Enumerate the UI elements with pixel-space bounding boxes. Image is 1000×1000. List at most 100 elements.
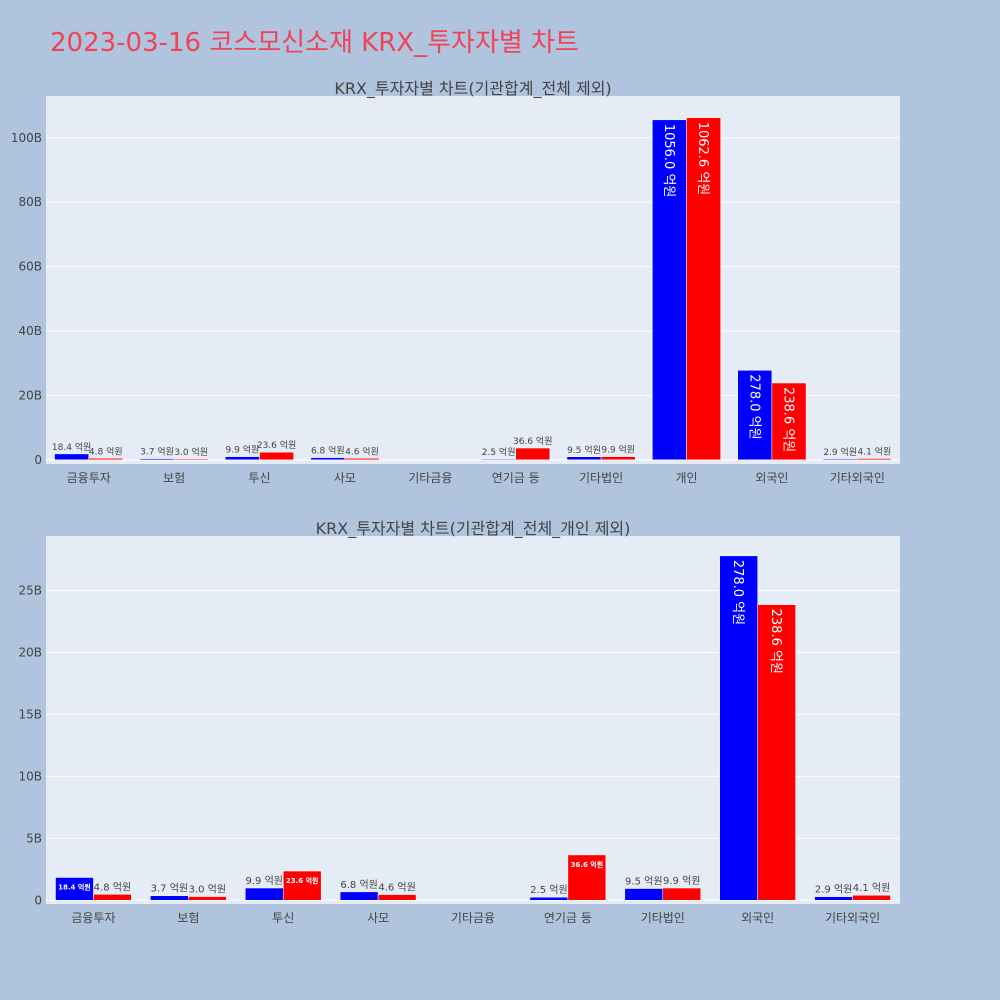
bar-buy [55, 877, 94, 901]
data-label: 4.1 억원 [858, 445, 892, 457]
bar-buy [245, 887, 284, 901]
x-tick-label: 기타법인 [579, 471, 623, 485]
x-tick-label: 금융투자 [71, 911, 115, 925]
bar-buy [150, 895, 189, 901]
bar-buy [54, 453, 89, 461]
data-label: 2.9 억원 [823, 446, 857, 458]
x-tick-label: 기타법인 [641, 911, 685, 925]
y-tick-label: 80B [18, 195, 42, 209]
data-label: 278.0 억원 [746, 374, 761, 439]
chart-subtitle: KRX_투자자별 차트(기관합계_전체 제외) [334, 79, 611, 99]
bar-buy [339, 891, 379, 901]
bar-sell [377, 894, 417, 901]
data-label: 238.6 억원 [768, 609, 783, 674]
bar-buy [737, 370, 773, 461]
data-label: 4.8 억원 [94, 881, 131, 893]
data-label: 2.9 억원 [815, 884, 852, 896]
x-tick-label: 사모 [367, 911, 389, 925]
y-tick-label: 5B [26, 831, 42, 845]
data-label: 18.4 억원 [52, 441, 91, 453]
bar-buy [225, 456, 260, 461]
bar-sell [852, 894, 891, 901]
bar-buy [310, 457, 346, 461]
y-tick-label: 40B [18, 324, 42, 338]
bar-sell [771, 382, 807, 461]
bar-sell [757, 604, 796, 901]
data-label: 9.9 억원 [663, 875, 700, 887]
data-label: 23.6 억원 [257, 439, 296, 451]
x-tick-label: 개인 [675, 471, 697, 485]
data-label: 2.5 억원 [482, 446, 516, 458]
y-tick-label: 20B [18, 645, 42, 659]
y-tick-label: 0 [34, 893, 42, 907]
page-title: 2023-03-16 코스모신소재 KRX_투자자별 차트 [50, 28, 579, 58]
data-label: 6.8 억원 [340, 879, 377, 891]
data-label: 9.5 억원 [625, 876, 662, 888]
x-tick-label: 보험 [177, 911, 199, 925]
data-label: 6.8 억원 [311, 445, 345, 457]
data-label: 9.5 억원 [567, 444, 601, 456]
bar-buy [566, 456, 602, 461]
x-tick-label: 기타금융 [451, 911, 495, 925]
data-label: 36.6 억원 [571, 860, 604, 869]
investor-chart-excl-individual: KRX_투자자별 차트(기관합계_전체_개인 제외) 0 5B 10B 15B 20B 25… [18, 519, 900, 925]
data-label: 3.0 억원 [189, 884, 226, 896]
y-tick-label: 25B [18, 584, 42, 598]
bar-sell [857, 458, 892, 461]
y-tick-label: 15B [18, 707, 42, 721]
bar-sell [515, 447, 551, 461]
data-label: 9.9 억원 [226, 444, 260, 456]
y-tick-label: 60B [18, 260, 42, 274]
x-tick-label: 연기금 등 [544, 911, 592, 925]
data-label: 4.6 억원 [378, 882, 415, 894]
data-label: 4.1 억원 [853, 882, 890, 894]
bar-buy [624, 888, 664, 901]
bar-sell [686, 117, 721, 461]
data-label: 4.6 억원 [345, 445, 379, 457]
data-label: 4.8 억원 [89, 445, 123, 457]
x-tick-label: 연기금 등 [492, 471, 540, 485]
x-tick-label: 기타외국인 [830, 471, 885, 485]
data-label: 2.5 억원 [530, 884, 567, 896]
x-tick-label: 외국인 [741, 911, 774, 925]
data-label: 1062.6 억원 [695, 122, 710, 196]
x-tick-label: 외국인 [755, 471, 788, 485]
data-label: 3.7 억원 [151, 883, 188, 895]
data-label: 1056.0 억원 [661, 124, 676, 198]
data-label: 3.0 억원 [174, 446, 208, 458]
data-label: 23.6 억원 [286, 876, 319, 885]
bar-sell [344, 458, 380, 461]
bar-buy [481, 458, 516, 461]
data-label: 3.7 억원 [140, 446, 174, 458]
bar-sell [662, 887, 701, 901]
bar-buy [719, 555, 758, 901]
bar-sell [88, 458, 124, 461]
x-tick-label: 투신 [248, 471, 270, 485]
bar-buy [822, 458, 858, 461]
x-tick-label: 기타외국인 [825, 911, 880, 925]
y-tick-label: 100B [11, 131, 42, 145]
data-label: 18.4 억원 [58, 882, 91, 891]
chart-subtitle: KRX_투자자별 차트(기관합계_전체_개인 제외) [316, 519, 631, 539]
x-tick-label: 투신 [272, 911, 294, 925]
data-label: 238.6 억원 [780, 387, 795, 452]
data-label: 9.9 억원 [601, 444, 635, 456]
data-label: 9.9 억원 [246, 875, 283, 887]
y-tick-label: 0 [34, 453, 42, 467]
bar-buy [814, 896, 853, 901]
bar-sell [93, 894, 132, 901]
y-tick-label: 20B [18, 388, 42, 402]
bar-sell [600, 456, 636, 461]
data-label: 278.0 억원 [730, 560, 745, 625]
x-tick-label: 기타금융 [408, 471, 452, 485]
x-tick-label: 금융투자 [67, 471, 111, 485]
bar-sell [259, 451, 294, 461]
investor-chart-all: KRX_투자자별 차트(기관합계_전체 제외) 0 20B 40B 60B 80B 100B… [11, 79, 900, 485]
bar-buy [139, 458, 175, 461]
y-tick-label: 10B [18, 769, 42, 783]
bar-sell [173, 458, 209, 461]
bar-sell [282, 870, 322, 901]
x-tick-label: 사모 [334, 471, 356, 485]
bar-sell [567, 854, 607, 901]
data-label: 36.6 억원 [513, 435, 552, 447]
